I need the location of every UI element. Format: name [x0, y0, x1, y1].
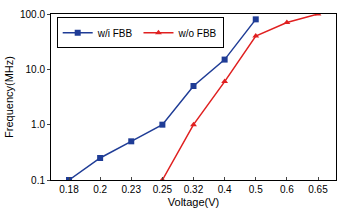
svg-text:Frequency(MHz): Frequency(MHz): [3, 56, 15, 138]
svg-text:w/i FBB: w/i FBB: [97, 28, 133, 39]
svg-text:0.18: 0.18: [59, 184, 79, 195]
svg-text:0.5: 0.5: [249, 184, 263, 195]
svg-text:10.0: 10.0: [26, 64, 46, 75]
svg-text:Voltage(V): Voltage(V): [168, 196, 219, 208]
svg-text:0.65: 0.65: [308, 184, 328, 195]
svg-text:w/o FBB: w/o FBB: [177, 28, 216, 39]
svg-text:0.2: 0.2: [93, 184, 107, 195]
svg-text:100.0: 100.0: [20, 9, 45, 20]
svg-text:1.0: 1.0: [31, 119, 45, 130]
svg-text:0.4: 0.4: [218, 184, 232, 195]
svg-text:0.1: 0.1: [31, 175, 45, 186]
svg-text:0.32: 0.32: [184, 184, 204, 195]
svg-text:0.25: 0.25: [153, 184, 173, 195]
svg-text:0.6: 0.6: [280, 184, 294, 195]
svg-text:0.23: 0.23: [122, 184, 142, 195]
